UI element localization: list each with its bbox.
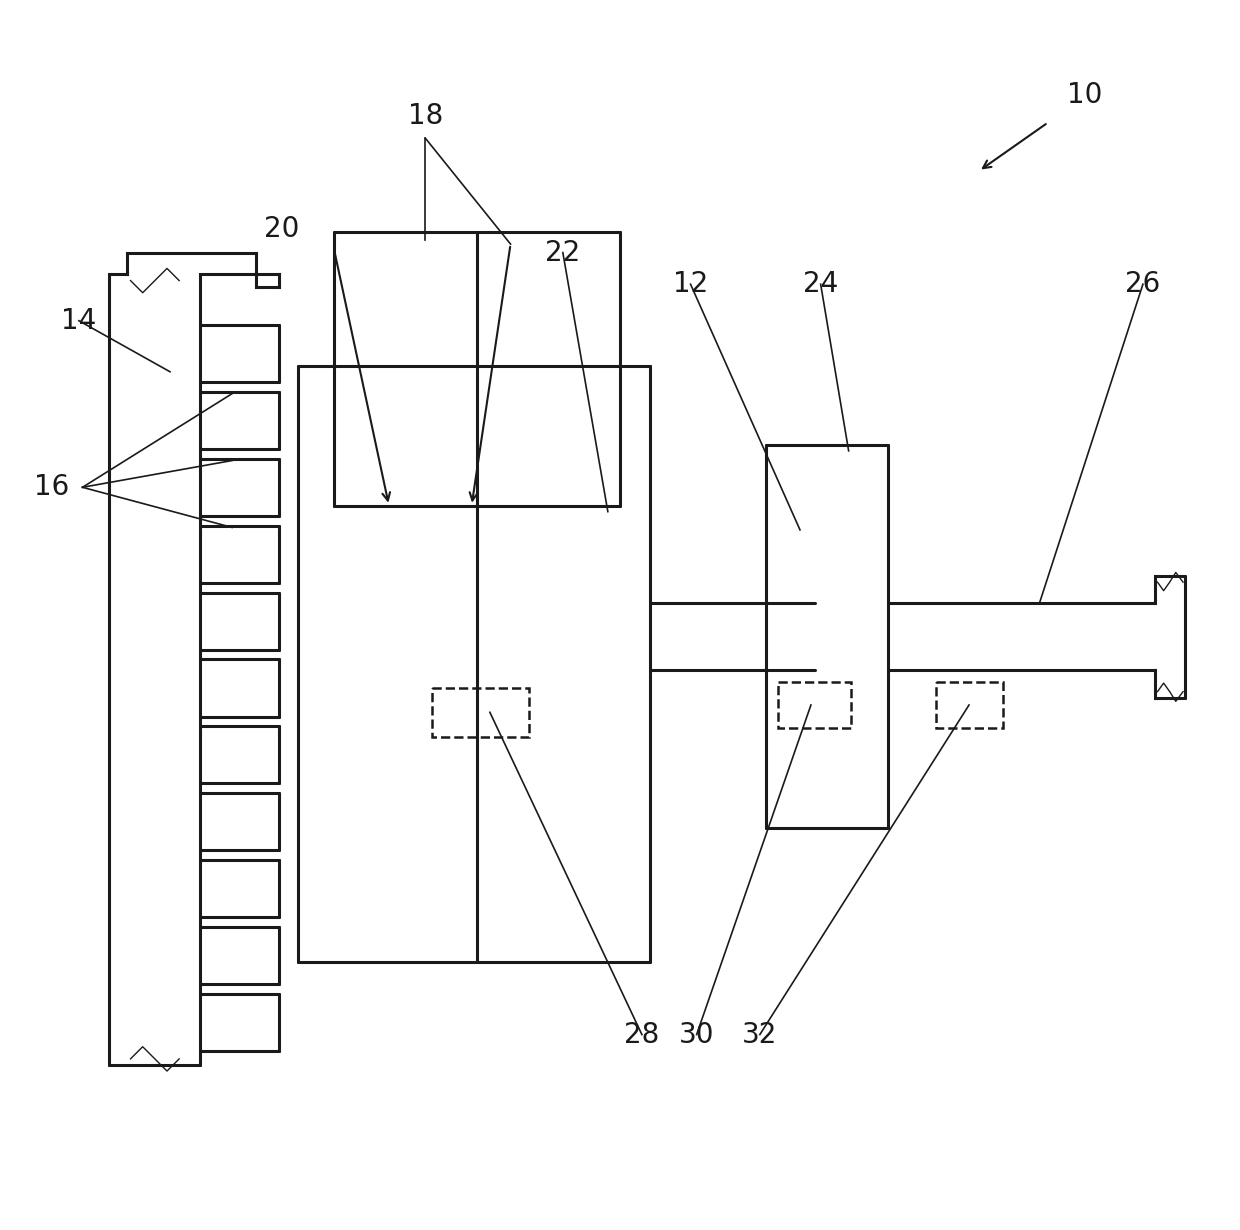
Bar <box>432 688 528 737</box>
Text: 22: 22 <box>546 239 580 267</box>
Text: 20: 20 <box>264 215 300 244</box>
Bar <box>936 681 1003 728</box>
Text: 14: 14 <box>61 306 97 335</box>
Text: 16: 16 <box>35 474 69 502</box>
Text: 28: 28 <box>624 1021 660 1048</box>
Text: 32: 32 <box>743 1021 777 1048</box>
Text: 26: 26 <box>1126 271 1161 298</box>
Text: 30: 30 <box>678 1021 714 1048</box>
Text: 12: 12 <box>673 271 708 298</box>
Bar <box>777 681 851 728</box>
Text: 24: 24 <box>804 271 838 298</box>
Text: 10: 10 <box>1066 80 1102 108</box>
Text: 18: 18 <box>408 102 443 130</box>
